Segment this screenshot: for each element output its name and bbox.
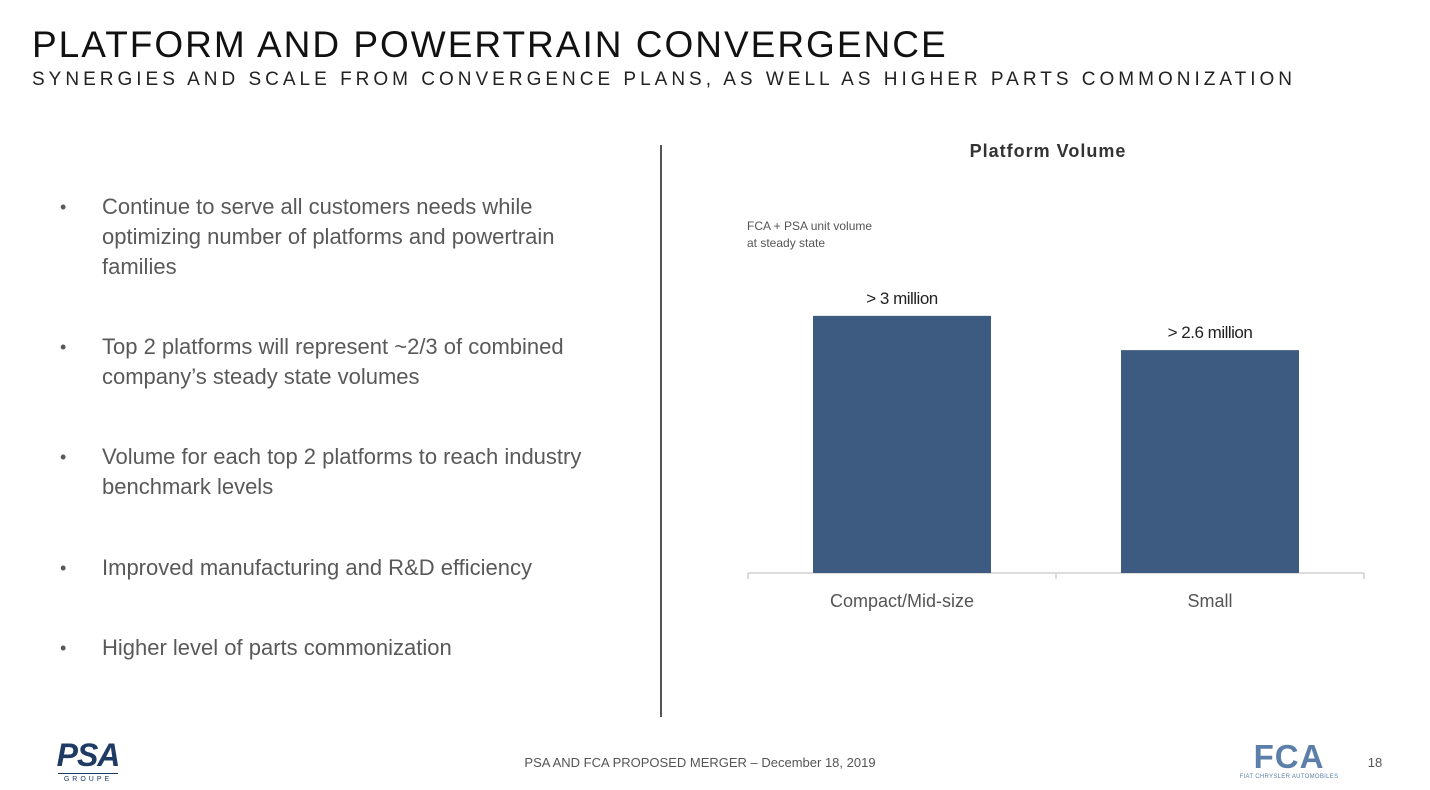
x-tick-label: Compact/Mid-size — [830, 591, 974, 611]
bullet-dot-icon: • — [60, 558, 67, 578]
bullet-text: Higher level of parts commonization — [102, 635, 452, 660]
chart-note-line: at steady state — [747, 236, 826, 250]
footer-text: PSA AND FCA PROPOSED MERGER – December 1… — [524, 755, 876, 770]
psa-logo-subtext: GROUPE — [63, 776, 113, 783]
chart-note: FCA + PSA unit volume at steady state — [747, 218, 872, 252]
bullet-text: Top 2 platforms will represent ~2/3 of c… — [102, 334, 564, 389]
bullet-item: • Volume for each top 2 platforms to rea… — [60, 442, 600, 502]
bullet-dot-icon: • — [60, 197, 67, 217]
chart-note-line: FCA + PSA unit volume — [747, 219, 873, 233]
bar — [1121, 350, 1299, 573]
bullet-text: Improved manufacturing and R&D efficienc… — [102, 555, 533, 580]
psa-logo-mark: PSA — [56, 737, 121, 773]
bullet-text: Continue to serve all customers needs wh… — [102, 194, 555, 279]
bullet-item: • Higher level of parts commonization — [60, 633, 600, 663]
bullet-dot-icon: • — [60, 638, 67, 658]
psa-logo: PSA GROUPE — [50, 737, 126, 783]
fca-logo-mark: FCA — [1253, 738, 1325, 775]
vertical-divider — [660, 145, 662, 717]
bullet-dot-icon: • — [60, 447, 67, 467]
fca-logo: FCA FIAT CHRYSLER AUTOMOBILES — [1234, 738, 1344, 781]
bullet-item: • Top 2 platforms will represent ~2/3 of… — [60, 332, 600, 392]
bullet-dot-icon: • — [60, 337, 67, 357]
psa-logo-rule — [58, 773, 118, 774]
x-tick-label: Small — [1187, 591, 1232, 611]
page-number: 18 — [1367, 755, 1383, 770]
bar — [813, 315, 991, 573]
bullet-text: Volume for each top 2 platforms to reach… — [102, 444, 582, 499]
bullet-item: • Improved manufacturing and R&D efficie… — [60, 553, 600, 583]
data-label: > 3 million — [866, 289, 938, 308]
page-title: PLATFORM AND POWERTRAIN CONVERGENCE — [32, 24, 948, 65]
chart-title: Platform Volume — [969, 141, 1127, 161]
bullet-item: • Continue to serve all customers needs … — [60, 192, 600, 282]
page-subtitle: SYNERGIES AND SCALE FROM CONVERGENCE PLA… — [32, 69, 1296, 90]
data-label: > 2.6 million — [1168, 323, 1253, 342]
fca-logo-subtext: FIAT CHRYSLER AUTOMOBILES — [1239, 774, 1339, 780]
